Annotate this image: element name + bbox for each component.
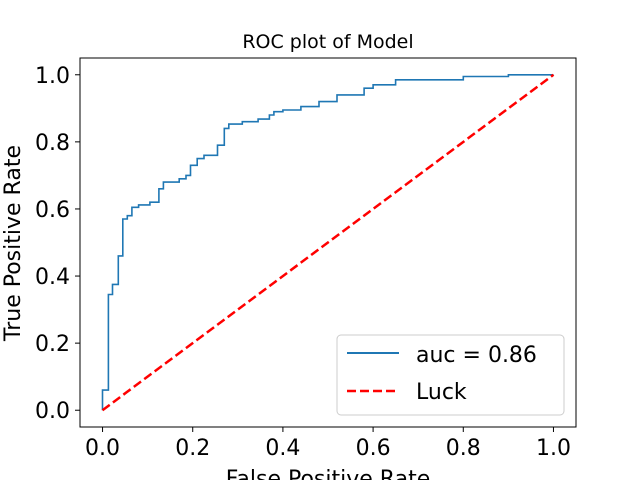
x-tick-label: 0.8 <box>446 436 481 461</box>
x-tick-label: 0.6 <box>356 436 391 461</box>
y-tick-label: 1.0 <box>35 64 70 89</box>
plot-area: 0.0 0.2 0.4 0.6 0.8 1.0 0.0 0.2 0.4 0.6 0.8 1.0 <box>35 57 577 461</box>
y-axis-label: True Positive Rate <box>1 145 26 342</box>
legend-label-luck: Luck <box>416 380 467 405</box>
axes-frame <box>79 57 577 428</box>
x-tick-label: 0.4 <box>265 436 300 461</box>
x-tick-label: 0.0 <box>85 436 120 461</box>
y-tick-label: 0.4 <box>35 265 70 290</box>
chart-title: ROC plot of Model <box>242 31 413 53</box>
legend-box <box>336 334 565 416</box>
x-tick-label: 0.2 <box>175 436 210 461</box>
series-line-auc <box>101 74 554 411</box>
y-tick-label: 0.2 <box>35 332 70 357</box>
legend-label-auc: auc = 0.86 <box>416 343 537 368</box>
x-axis-label: False Positive Rate <box>226 467 430 480</box>
series-line-luck <box>101 73 555 412</box>
y-tick-label: 0.6 <box>35 198 70 223</box>
y-tick-label: 0.8 <box>35 131 70 156</box>
x-tick-label: 1.0 <box>536 436 571 461</box>
y-tick-label: 0.0 <box>35 399 70 424</box>
legend: auc = 0.86 Luck <box>336 334 565 416</box>
